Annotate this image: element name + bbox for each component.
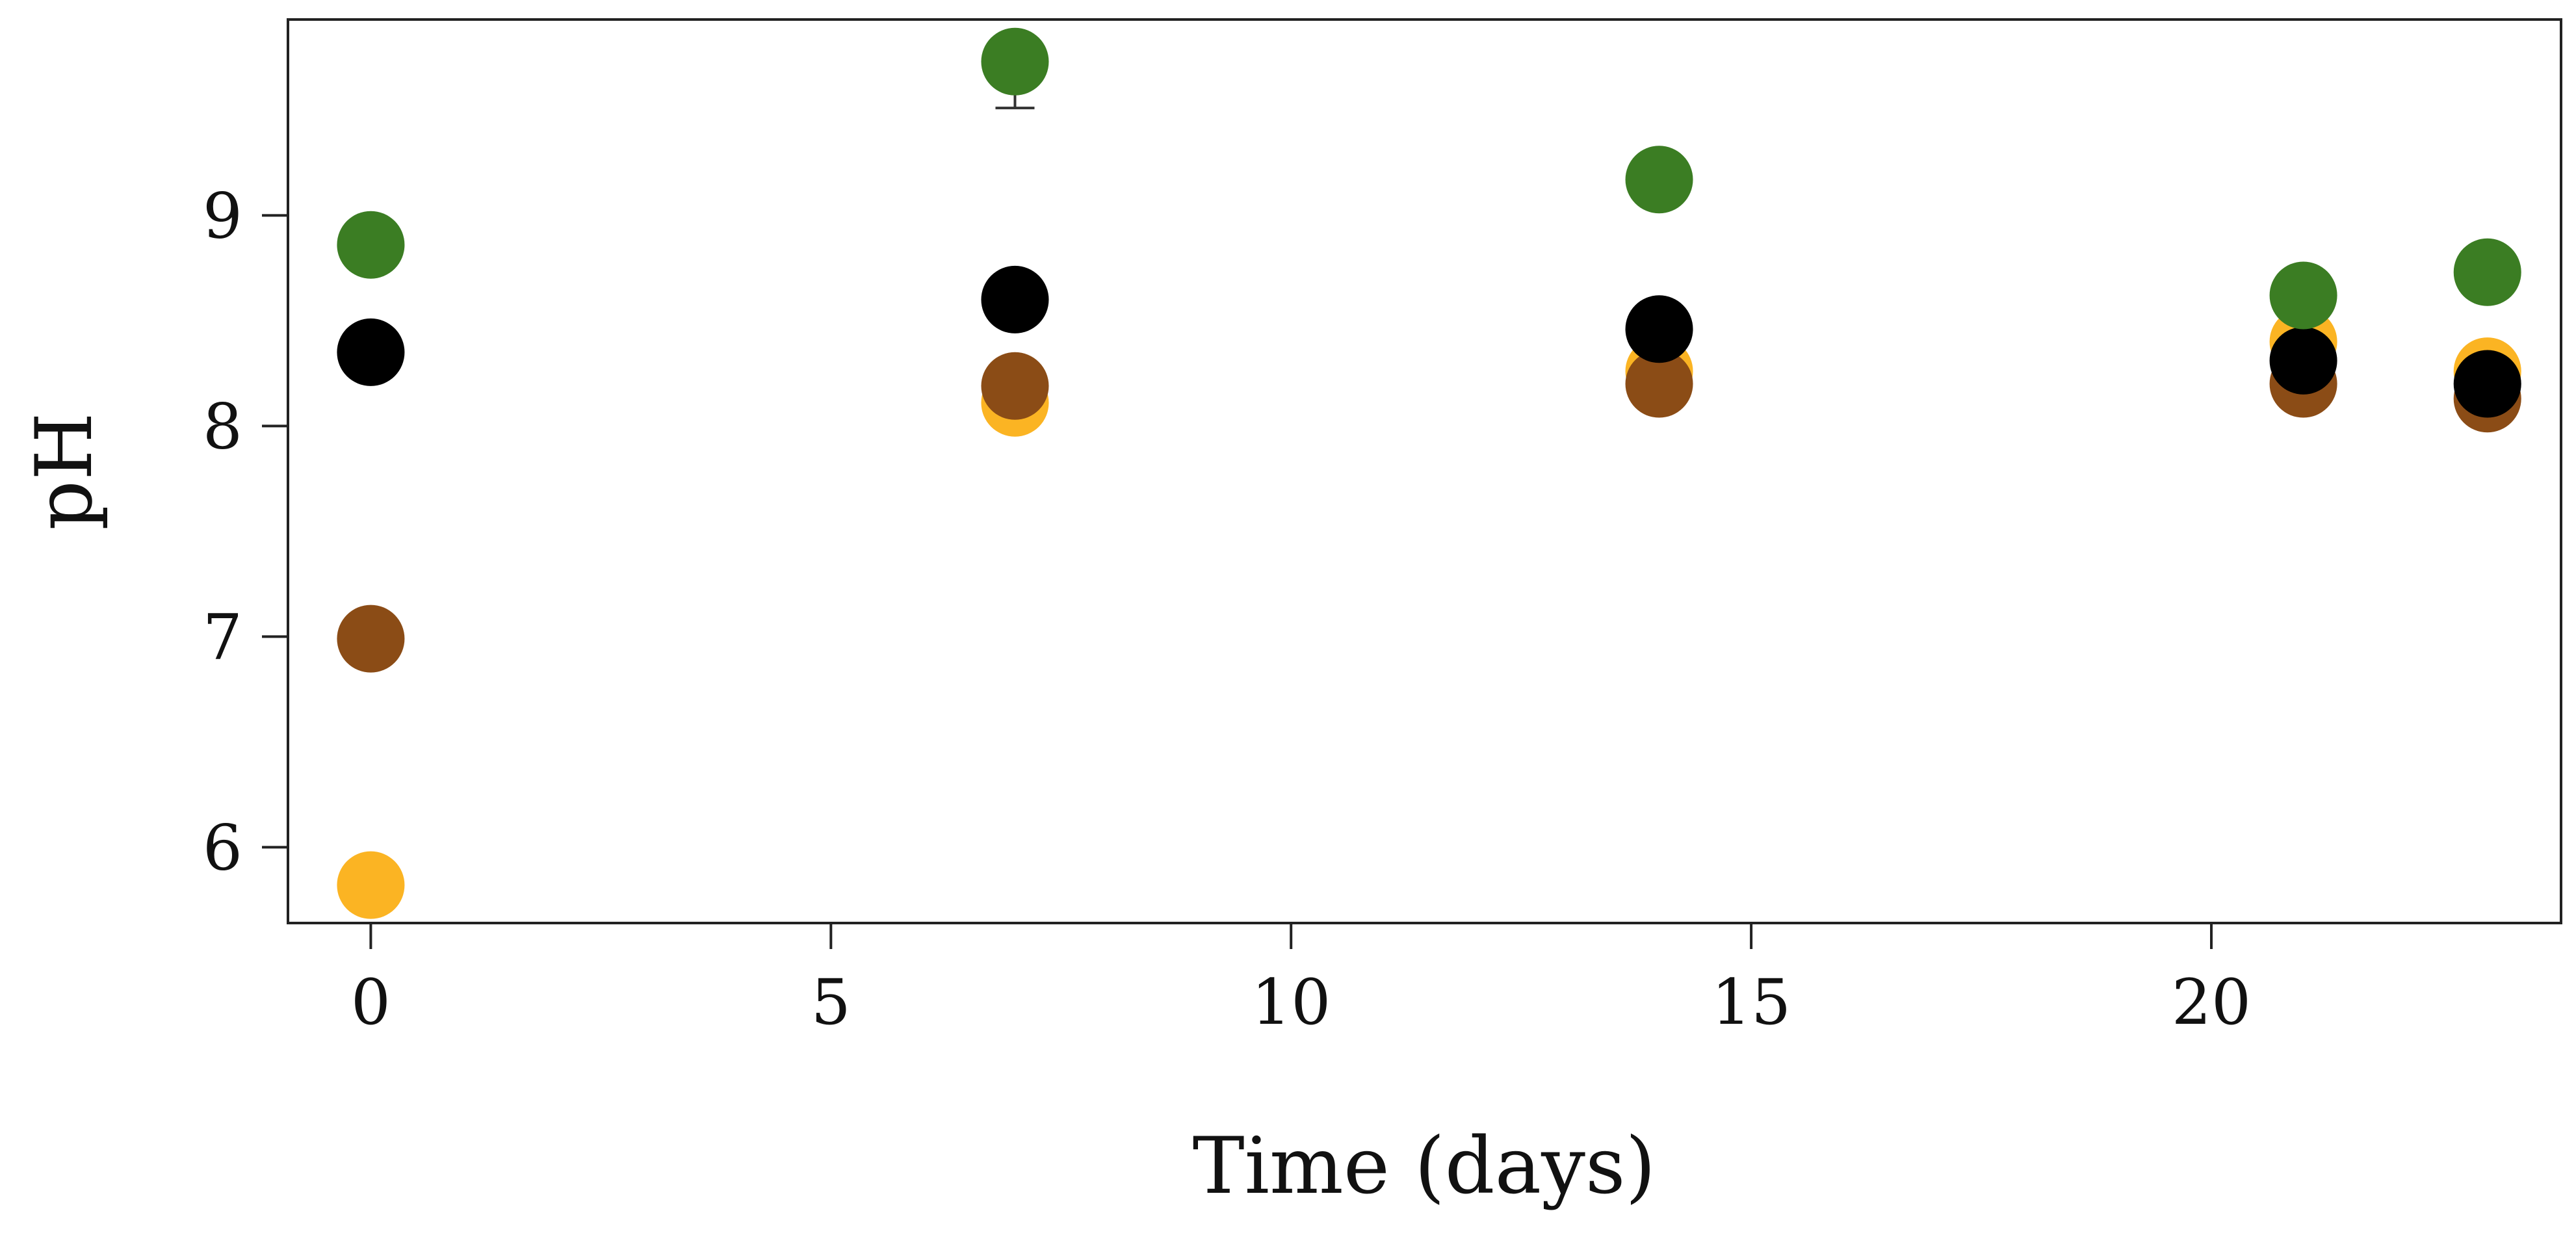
y-tick-label: 7: [203, 601, 242, 673]
data-point: [981, 27, 1049, 96]
data-point: [337, 211, 405, 279]
data-point: [337, 605, 405, 673]
data-point: [981, 265, 1049, 333]
data-point: [337, 851, 405, 919]
data-point: [2269, 326, 2337, 395]
plot-frame: [287, 18, 2562, 924]
data-point: [2453, 350, 2521, 418]
x-tick-label: 10: [1251, 966, 1331, 1039]
y-tick-label: 9: [203, 179, 242, 252]
y-axis: 6 7 8 9: [203, 179, 288, 884]
data-points: [337, 27, 2521, 919]
y-tick-label: 8: [203, 390, 242, 463]
data-point: [2269, 261, 2337, 330]
x-axis: 0 5 10 15 20: [351, 923, 2251, 1039]
y-tick-label: 6: [203, 811, 242, 884]
data-point: [981, 352, 1049, 420]
x-tick-label: 5: [811, 966, 851, 1039]
data-point: [1625, 350, 1693, 418]
x-tick-label: 20: [2172, 966, 2251, 1039]
y-axis-title: pH: [20, 412, 110, 530]
data-point: [2453, 238, 2521, 306]
data-point: [337, 318, 405, 386]
x-axis-title: Time (days): [1193, 1121, 1656, 1212]
x-tick-label: 15: [1711, 966, 1791, 1039]
x-tick-label: 0: [351, 966, 391, 1039]
data-point: [1625, 295, 1693, 363]
data-point: [1625, 146, 1693, 214]
